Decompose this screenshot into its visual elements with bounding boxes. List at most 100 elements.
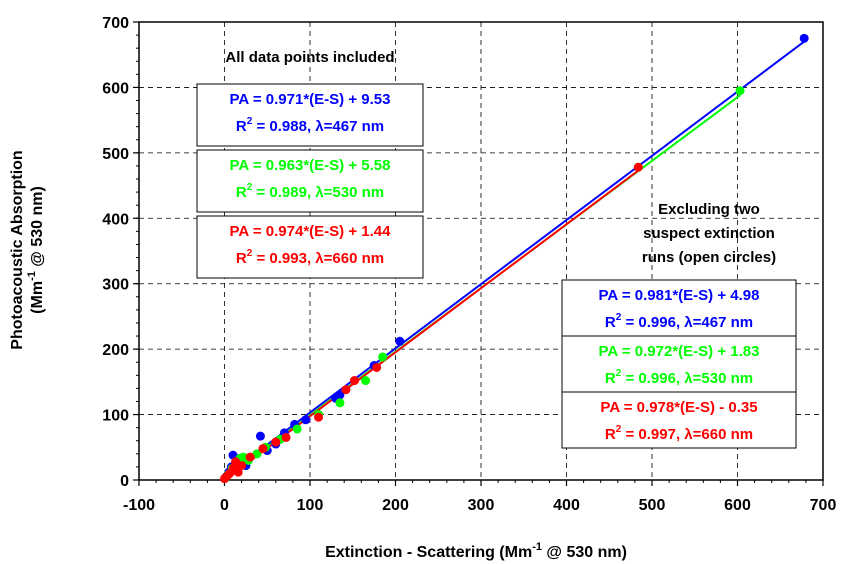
data-point (378, 352, 388, 362)
r2-text: R2 = 0.996, λ=467 nm (605, 312, 753, 331)
x-tick-label: 600 (724, 497, 751, 514)
r2-value: = 0.997, (621, 426, 684, 443)
x-axis-label: Extinction - Scattering (Mm-1 @ 530 nm) (325, 541, 627, 561)
r-superscript: 2 (247, 116, 253, 127)
lambda-value: =467 nm (693, 314, 753, 331)
y-axis-label-line2-tail: @ 530 nm) (29, 186, 46, 271)
r-superscript: 2 (247, 182, 253, 193)
y-axis-label-line1: Photoacoustic Absorption (9, 150, 26, 349)
y-tick-label: 300 (102, 277, 129, 294)
x-axis-label-sup: -1 (532, 541, 542, 553)
data-point (361, 376, 371, 386)
lambda-symbol: λ (684, 314, 693, 331)
r-symbol: R (236, 118, 247, 135)
y-axis-label-line2: (Mm (29, 281, 46, 314)
x-tick-label: 500 (639, 497, 666, 514)
data-point (735, 86, 745, 96)
excluding-annotation: Excluding two suspect extinction runs (ope… (561, 201, 797, 449)
equation-text: PA = 0.978*(E-S) - 0.35 (600, 399, 757, 416)
data-point (395, 336, 405, 346)
y-axis-label: Photoacoustic Absorption (Mm-1 @ 530 nm) (9, 150, 46, 349)
data-point (271, 437, 281, 447)
r-symbol: R (605, 426, 616, 443)
lambda-symbol: λ (315, 118, 324, 135)
equation-box-frame (561, 279, 797, 337)
r-symbol: R (236, 250, 247, 267)
r-superscript: 2 (616, 424, 622, 435)
fit-equation-box: PA = 0.972*(E-S) + 1.83 R2 = 0.996, λ=530… (561, 335, 797, 393)
equation-text: PA = 0.971*(E-S) + 9.53 (230, 91, 391, 108)
equation-text: PA = 0.963*(E-S) + 5.58 (230, 157, 391, 174)
r2-value: = 0.993, (252, 250, 315, 267)
data-point (633, 162, 643, 172)
lambda-value: =467 nm (324, 118, 384, 135)
r-symbol: R (605, 314, 616, 331)
equation-box-frame (561, 391, 797, 449)
x-tick-label: 400 (553, 497, 580, 514)
data-point (335, 398, 345, 408)
x-axis-label-main: Extinction - Scattering (Mm (325, 544, 532, 561)
x-axis-label-tail: @ 530 nm) (542, 544, 627, 561)
y-tick-label: 500 (102, 146, 129, 163)
lambda-symbol: λ (315, 184, 324, 201)
fit-equation-box: PA = 0.971*(E-S) + 9.53 R2 = 0.988, λ=467… (196, 83, 424, 147)
axis-ticks: -100 0 100 200 300 400 500 600 700 0 100 200 300 400 5… (102, 15, 836, 514)
r-superscript: 2 (616, 368, 622, 379)
fit-equation-box: PA = 0.974*(E-S) + 1.44 R2 = 0.993, λ=660… (196, 215, 424, 279)
equation-text: PA = 0.974*(E-S) + 1.44 (230, 223, 392, 240)
equation-text: PA = 0.981*(E-S) + 4.98 (599, 287, 760, 304)
y-tick-label: 700 (102, 15, 129, 32)
r-symbol: R (605, 370, 616, 387)
x-tick-label: 100 (297, 497, 324, 514)
data-point (349, 376, 359, 386)
data-point (252, 449, 262, 459)
x-tick-label: 300 (468, 497, 495, 514)
r2-text: R2 = 0.996, λ=530 nm (605, 368, 753, 387)
r-superscript: 2 (616, 312, 622, 323)
data-point (301, 415, 311, 425)
r2-text: R2 = 0.988, λ=467 nm (236, 116, 384, 135)
x-tick-label: -100 (123, 497, 155, 514)
lambda-symbol: λ (315, 250, 324, 267)
data-point (237, 461, 247, 471)
data-point (258, 444, 268, 454)
svg-text:(Mm-1 @ 530 nm): (Mm-1 @ 530 nm) (26, 186, 46, 314)
y-axis-label-line2-sup: -1 (26, 271, 38, 281)
lambda-value: =660 nm (324, 250, 384, 267)
r-superscript: 2 (247, 248, 253, 259)
data-point (292, 424, 302, 434)
lambda-value: =530 nm (693, 370, 753, 387)
r2-text: R2 = 0.989, λ=530 nm (236, 182, 384, 201)
data-point (245, 452, 255, 462)
r2-text: R2 = 0.993, λ=660 nm (236, 248, 384, 267)
x-tick-label: 0 (220, 497, 229, 514)
equation-box-frame (196, 215, 424, 279)
all-points-title: All data points included (225, 49, 394, 66)
y-tick-label: 100 (102, 408, 129, 425)
equation-box-frame (196, 83, 424, 147)
svg-text:Extinction - Scattering (Mm-1: Extinction - Scattering (Mm-1 @ 530 nm) (325, 541, 627, 561)
excluding-title-line: Excluding two (658, 201, 760, 218)
r2-value: = 0.996, (621, 314, 684, 331)
r2-value: = 0.988, (252, 118, 315, 135)
fit-line (223, 40, 805, 478)
excluding-title-line: suspect extinction (643, 225, 775, 242)
equation-box-frame (196, 149, 424, 213)
y-tick-label: 200 (102, 342, 129, 359)
lambda-value: =530 nm (324, 184, 384, 201)
data-point (281, 432, 291, 442)
y-tick-label: 400 (102, 211, 129, 228)
y-tick-label: 600 (102, 80, 129, 97)
lambda-symbol: λ (684, 426, 693, 443)
r2-text: R2 = 0.997, λ=660 nm (605, 424, 753, 443)
data-point (335, 390, 345, 400)
data-point (799, 33, 809, 43)
excluding-title-line: runs (open circles) (642, 249, 776, 266)
r2-value: = 0.996, (621, 370, 684, 387)
x-tick-label: 700 (810, 497, 837, 514)
fit-equation-box: PA = 0.981*(E-S) + 4.98 R2 = 0.996, λ=467… (561, 279, 797, 337)
equation-text: PA = 0.972*(E-S) + 1.83 (599, 343, 760, 360)
all-points-annotation: All data points included PA = 0.971*(E-S… (196, 49, 424, 279)
data-points (220, 33, 809, 484)
